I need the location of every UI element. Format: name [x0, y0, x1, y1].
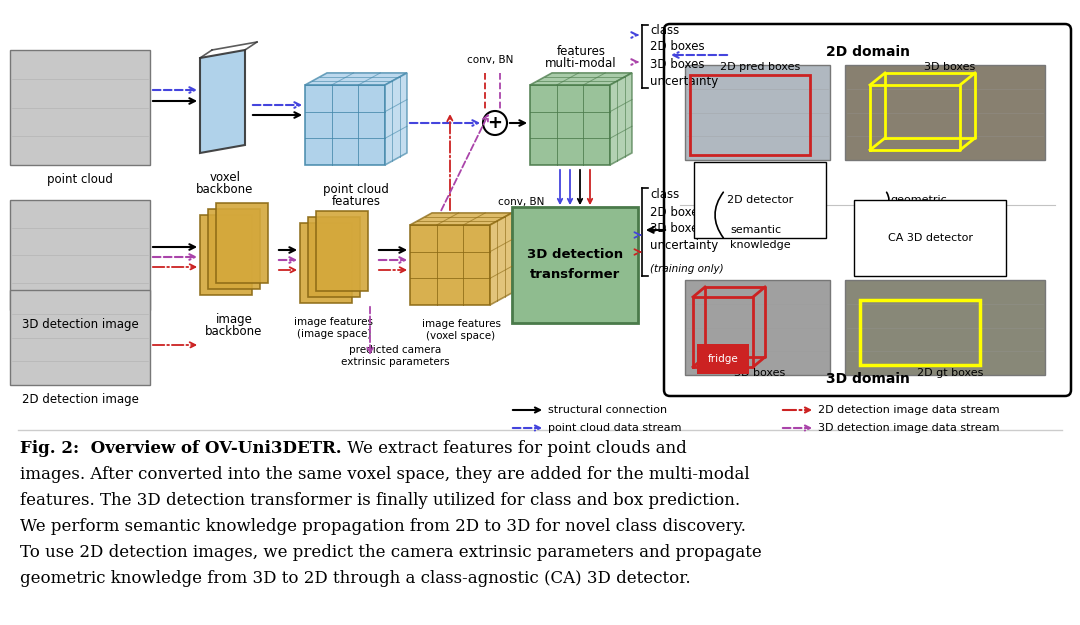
- Text: conv, BN: conv, BN: [498, 197, 544, 207]
- Polygon shape: [208, 209, 260, 289]
- Polygon shape: [300, 223, 352, 303]
- Text: voxel: voxel: [210, 171, 241, 184]
- FancyBboxPatch shape: [664, 24, 1071, 396]
- Text: 2D detector: 2D detector: [727, 195, 793, 205]
- Text: (voxel space): (voxel space): [427, 331, 496, 341]
- Text: semantic: semantic: [730, 225, 781, 235]
- Polygon shape: [610, 73, 632, 165]
- Text: (image space): (image space): [297, 329, 372, 339]
- Text: image features: image features: [421, 319, 500, 329]
- Polygon shape: [200, 215, 252, 295]
- Text: features: features: [332, 195, 380, 208]
- FancyBboxPatch shape: [10, 200, 150, 310]
- Text: Fig. 2:  Overview of OV-Uni3DETR.: Fig. 2: Overview of OV-Uni3DETR.: [21, 440, 341, 457]
- Text: fridge: fridge: [707, 354, 739, 364]
- Text: 3D boxes: 3D boxes: [734, 368, 785, 378]
- Text: 2D pred boxes: 2D pred boxes: [720, 62, 800, 72]
- Text: We extract features for point clouds and: We extract features for point clouds and: [342, 440, 687, 457]
- Text: point cloud: point cloud: [323, 183, 389, 196]
- Text: 2D gt boxes: 2D gt boxes: [917, 368, 983, 378]
- Polygon shape: [305, 73, 407, 85]
- Text: CA 3D detector: CA 3D detector: [888, 233, 972, 243]
- Text: uncertainty: uncertainty: [650, 239, 718, 252]
- Text: 3D domain: 3D domain: [825, 372, 909, 386]
- Polygon shape: [530, 73, 632, 85]
- Text: 2D boxes: 2D boxes: [650, 206, 704, 219]
- Polygon shape: [490, 213, 512, 305]
- Text: 3D boxes: 3D boxes: [650, 222, 704, 236]
- Polygon shape: [530, 85, 610, 165]
- Text: geometric: geometric: [890, 195, 947, 205]
- Text: 2D detection image: 2D detection image: [22, 393, 138, 406]
- Text: To use 2D detection images, we predict the camera extrinsic parameters and propa: To use 2D detection images, we predict t…: [21, 544, 761, 561]
- FancyBboxPatch shape: [845, 280, 1045, 375]
- Polygon shape: [384, 73, 407, 165]
- Polygon shape: [216, 203, 268, 283]
- Text: class: class: [650, 24, 679, 36]
- Text: +: +: [487, 114, 502, 132]
- Text: image features: image features: [295, 317, 374, 327]
- Text: 3D boxes: 3D boxes: [924, 62, 975, 72]
- Text: backbone: backbone: [205, 325, 262, 338]
- Text: transformer: transformer: [530, 269, 620, 281]
- Text: class: class: [650, 189, 679, 201]
- Text: multi-modal: multi-modal: [545, 57, 617, 70]
- Text: 2D domain: 2D domain: [825, 45, 909, 59]
- Text: predicted camera: predicted camera: [349, 345, 441, 355]
- Text: uncertainty: uncertainty: [650, 74, 718, 88]
- Text: extrinsic parameters: extrinsic parameters: [340, 357, 449, 367]
- FancyBboxPatch shape: [845, 65, 1045, 160]
- Text: 3D detection image: 3D detection image: [22, 318, 138, 331]
- Text: features. The 3D detection transformer is finally utilized for class and box pre: features. The 3D detection transformer i…: [21, 492, 740, 509]
- Text: structural connection: structural connection: [548, 405, 667, 415]
- Text: point cloud: point cloud: [48, 173, 113, 186]
- Polygon shape: [308, 217, 360, 297]
- Text: We perform semantic knowledge propagation from 2D to 3D for novel class discover: We perform semantic knowledge propagatio…: [21, 518, 746, 535]
- Text: conv, BN: conv, BN: [467, 55, 513, 65]
- Text: point cloud data stream: point cloud data stream: [548, 423, 681, 433]
- Text: knowledge: knowledge: [730, 240, 791, 250]
- Polygon shape: [316, 211, 368, 291]
- Polygon shape: [410, 225, 490, 305]
- Text: 3D boxes: 3D boxes: [650, 58, 704, 71]
- FancyBboxPatch shape: [512, 207, 638, 323]
- Text: images. After converted into the same voxel space, they are added for the multi-: images. After converted into the same vo…: [21, 466, 750, 483]
- Polygon shape: [200, 50, 245, 153]
- Text: geometric knowledge from 3D to 2D through a class-agnostic (CA) 3D detector.: geometric knowledge from 3D to 2D throug…: [21, 570, 690, 587]
- Text: 3D detection: 3D detection: [527, 249, 623, 261]
- Circle shape: [483, 111, 507, 135]
- Text: 2D boxes: 2D boxes: [650, 41, 704, 54]
- FancyBboxPatch shape: [685, 65, 831, 160]
- Text: features: features: [556, 45, 606, 58]
- Text: 3D detection image data stream: 3D detection image data stream: [818, 423, 999, 433]
- Text: image: image: [216, 313, 253, 326]
- Polygon shape: [305, 85, 384, 165]
- Text: backbone: backbone: [197, 183, 254, 196]
- FancyBboxPatch shape: [10, 50, 150, 165]
- Polygon shape: [410, 213, 512, 225]
- Text: (training only): (training only): [650, 264, 724, 274]
- FancyBboxPatch shape: [10, 290, 150, 385]
- Text: knowledge: knowledge: [890, 210, 950, 220]
- Text: 2D detection image data stream: 2D detection image data stream: [818, 405, 1000, 415]
- FancyBboxPatch shape: [685, 280, 831, 375]
